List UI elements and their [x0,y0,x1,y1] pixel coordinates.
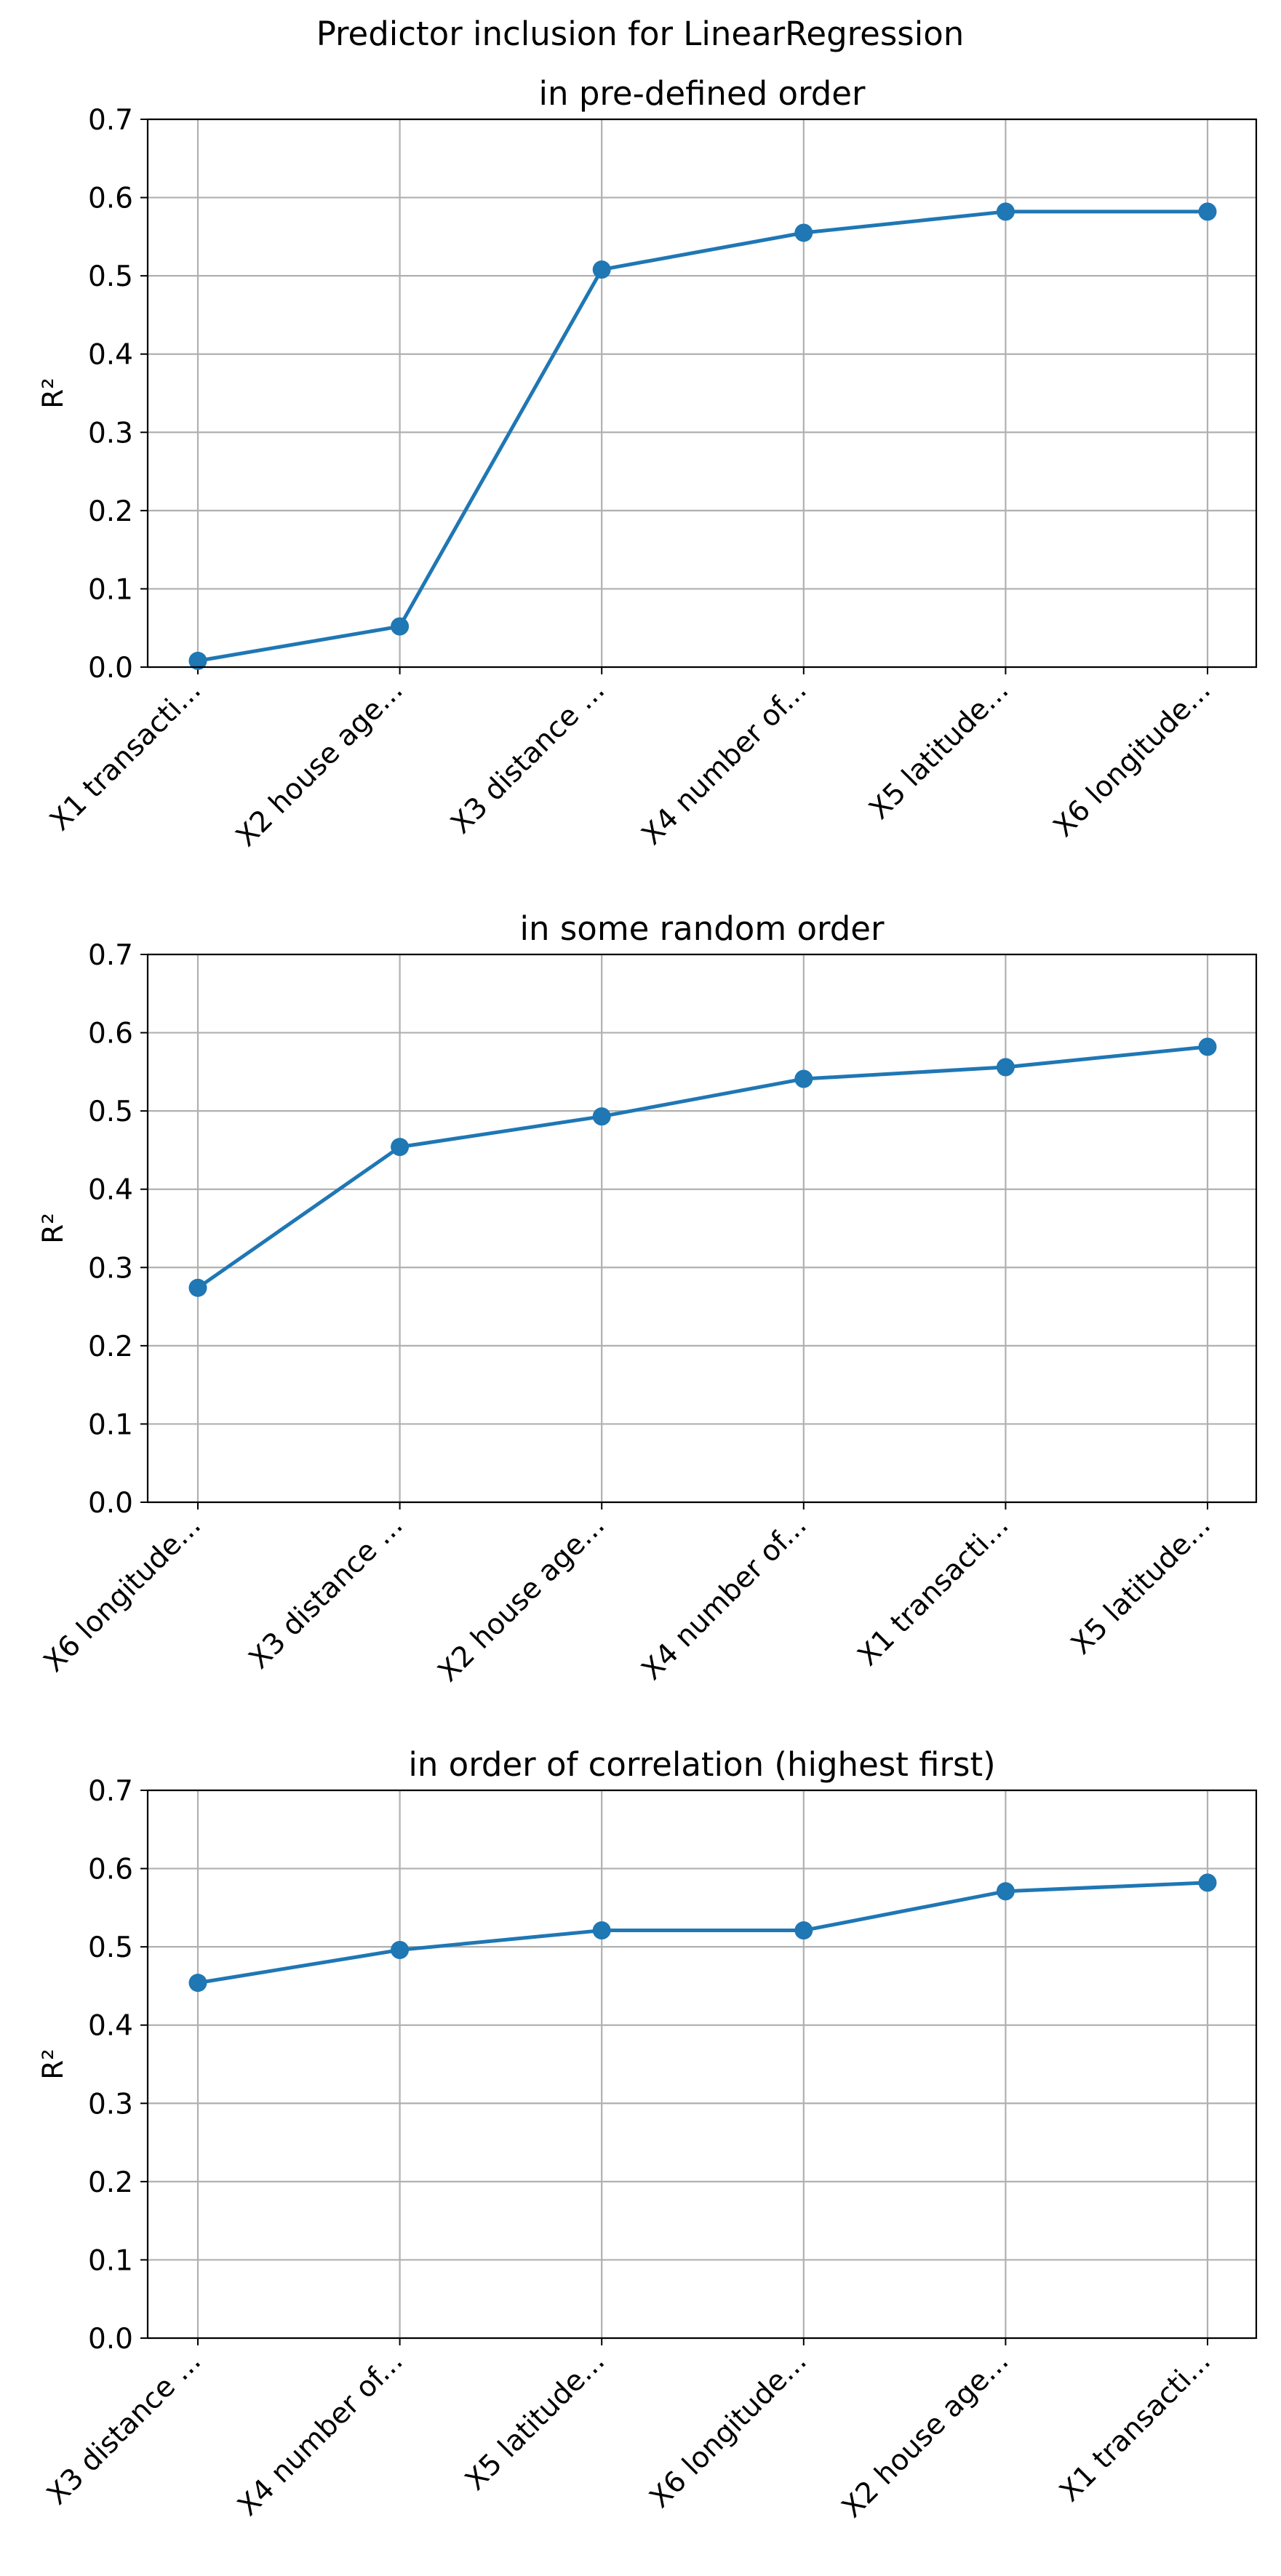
y-tick-label: 0.3 [88,2088,133,2121]
data-point [188,1974,207,1993]
y-tick-label: 0.2 [88,2166,133,2199]
y-tick-label: 0.2 [88,1331,133,1363]
data-point [794,1921,813,1940]
chart-title: in order of correlation (highest first) [408,1745,995,1784]
y-tick-label: 0.1 [88,573,133,606]
y-tick-label: 0.6 [88,1854,133,1886]
y-tick-label: 0.5 [88,1096,133,1128]
data-point [391,617,410,636]
data-point [391,1138,410,1157]
y-tick-label: 0.6 [88,183,133,215]
y-tick-label: 0.2 [88,495,133,528]
data-point [996,1058,1015,1077]
data-point [188,651,207,670]
y-axis-label: R² [37,1213,70,1244]
data-point [794,1069,813,1088]
y-tick-label: 0.5 [88,260,133,293]
y-tick-label: 0.0 [88,652,133,685]
y-axis-label: R² [37,378,70,409]
y-tick-label: 0.4 [88,339,133,372]
data-point [592,260,611,279]
chart-title: in pre-defined order [539,74,866,113]
figure-suptitle: Predictor inclusion for LinearRegression [316,15,965,53]
y-tick-label: 0.4 [88,2010,133,2043]
data-point [794,223,813,242]
chart-title: in some random order [520,909,885,948]
series-line [196,1045,1208,1290]
y-tick-label: 0.7 [88,104,133,137]
data-point [1198,1873,1217,1892]
y-tick-label: 0.5 [88,1931,133,1964]
y-tick-label: 0.3 [88,1252,133,1285]
plot-frame [146,118,1258,669]
y-tick-label: 0.1 [88,1408,133,1441]
data-point [996,202,1015,221]
series-line [197,1881,1208,1985]
series-line [197,210,1208,663]
y-tick-label: 0.7 [88,1775,133,1808]
data-point [188,1278,207,1297]
data-point [592,1107,611,1126]
data-point [592,1921,611,1940]
y-tick-label: 0.0 [88,2323,133,2356]
y-tick-label: 0.0 [88,1487,133,1520]
data-point [1198,1037,1217,1056]
y-axis-label: R² [37,2049,70,2080]
y-tick-label: 0.4 [88,1174,133,1207]
y-tick-label: 0.7 [88,939,133,972]
plot-frame [146,953,1258,1504]
data-point [391,1940,410,1959]
data-point [1198,202,1217,221]
data-point [996,1882,1015,1901]
y-tick-label: 0.3 [88,417,133,450]
plot-frame [146,1789,1258,2340]
y-tick-label: 0.6 [88,1018,133,1050]
y-tick-label: 0.1 [88,2244,133,2277]
